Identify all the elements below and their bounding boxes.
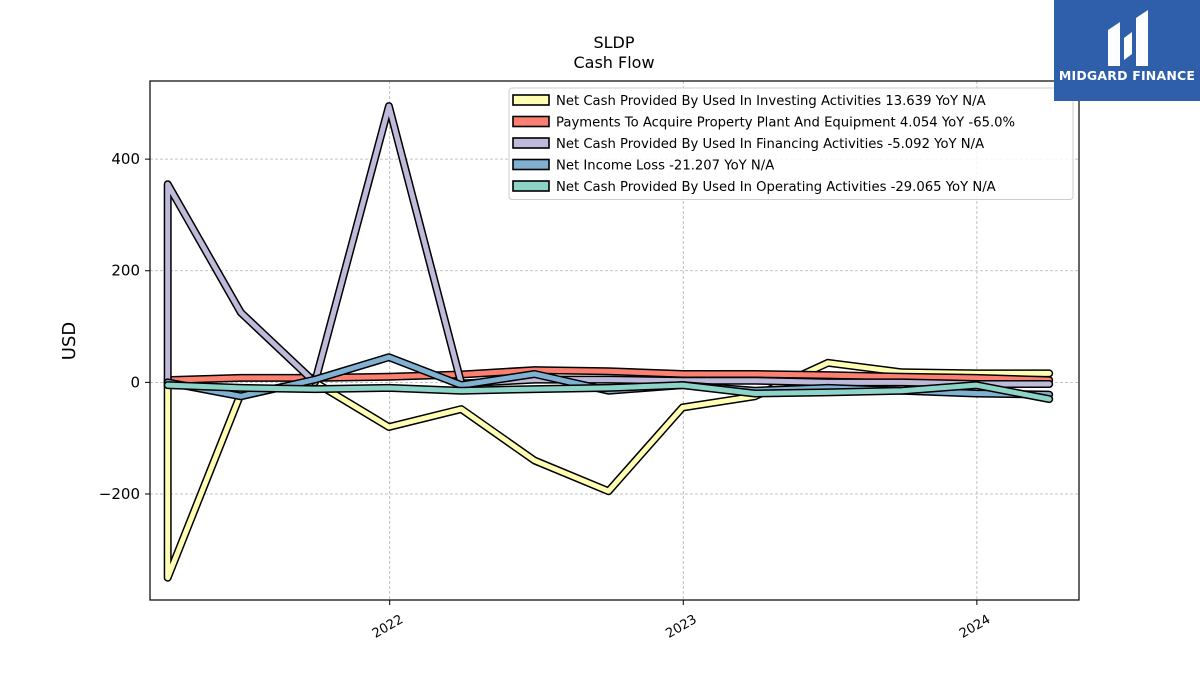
legend-swatch <box>512 115 550 128</box>
x-tick-label: 2022 <box>370 612 406 642</box>
legend-label: Net Cash Provided By Used In Operating A… <box>556 180 996 195</box>
y-tick-label: 0 <box>130 373 140 391</box>
plot-frame <box>149 80 1080 601</box>
legend-swatch <box>512 94 550 106</box>
legend-label: Net Cash Provided By Used In Investing A… <box>556 94 986 109</box>
y-tick-label: −200 <box>99 485 140 503</box>
series-line <box>165 382 1052 402</box>
y-tick-label: 400 <box>111 150 140 168</box>
legend-swatch <box>512 180 550 192</box>
chart-title: SLDP <box>593 33 634 52</box>
chart-subtitle: Cash Flow <box>573 53 654 72</box>
legend-swatch <box>512 137 550 149</box>
x-axis: 2022 2023 2024 <box>370 600 993 642</box>
plot-area <box>163 102 1054 582</box>
legend-label: Net Income Loss -21.207 YoY N/A <box>556 159 774 174</box>
legend-swatch <box>512 158 550 171</box>
legend-label: Net Cash Provided By Used In Financing A… <box>556 137 984 152</box>
legend: Net Cash Provided By Used In Investing A… <box>508 87 1074 200</box>
logo-text: MIDGARD FINANCE <box>1058 68 1196 83</box>
legend-box <box>508 87 1074 200</box>
brand-logo: MIDGARD FINANCE <box>1054 0 1200 101</box>
y-axis-label: USD <box>59 322 80 360</box>
legend-label: Payments To Acquire Property Plant And E… <box>556 116 1015 131</box>
x-tick-label: 2023 <box>663 612 699 642</box>
logo-mark-icon <box>1108 10 1148 66</box>
y-tick-label: 200 <box>111 262 140 280</box>
x-tick-label: 2024 <box>957 612 993 642</box>
y-axis: −200 0 200 400 <box>99 150 150 503</box>
